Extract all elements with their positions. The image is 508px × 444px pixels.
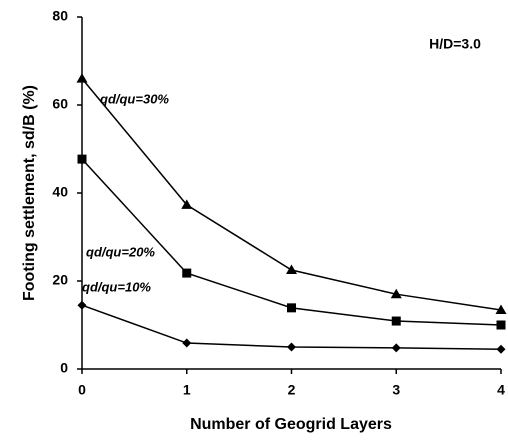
marker [390, 288, 402, 299]
marker [182, 268, 192, 278]
x-tick-label: 2 [288, 382, 296, 398]
marker [76, 73, 88, 83]
y-axis-label: Footing settlement, sd/B (%) [21, 85, 38, 301]
series-label: qd/qu=10% [82, 279, 151, 294]
y-tick-label: 0 [60, 360, 68, 376]
series-line [81, 78, 502, 311]
y-tick-label: 80 [52, 8, 68, 24]
annotation: H/D=3.0 [429, 36, 481, 52]
marker [181, 199, 193, 209]
marker [496, 320, 506, 330]
y-tick-label: 20 [52, 272, 68, 288]
marker [495, 304, 507, 315]
marker [287, 303, 296, 313]
marker [77, 300, 87, 310]
marker [391, 316, 401, 326]
y-tick-label: 40 [52, 184, 68, 200]
y-tick-label: 60 [52, 96, 68, 112]
x-tick-label: 0 [78, 382, 86, 398]
marker [287, 342, 296, 352]
x-axis-label: Number of Geogrid Layers [190, 416, 392, 433]
x-tick-label: 3 [392, 382, 400, 398]
series-label: qd/qu=20% [86, 244, 155, 259]
x-tick-label: 4 [497, 382, 505, 398]
x-tick-label: 1 [183, 382, 191, 398]
marker [496, 344, 506, 354]
series-label: qd/qu=30% [100, 91, 169, 106]
marker [77, 154, 87, 164]
marker [391, 343, 401, 353]
marker [182, 338, 192, 348]
marker [286, 264, 297, 274]
